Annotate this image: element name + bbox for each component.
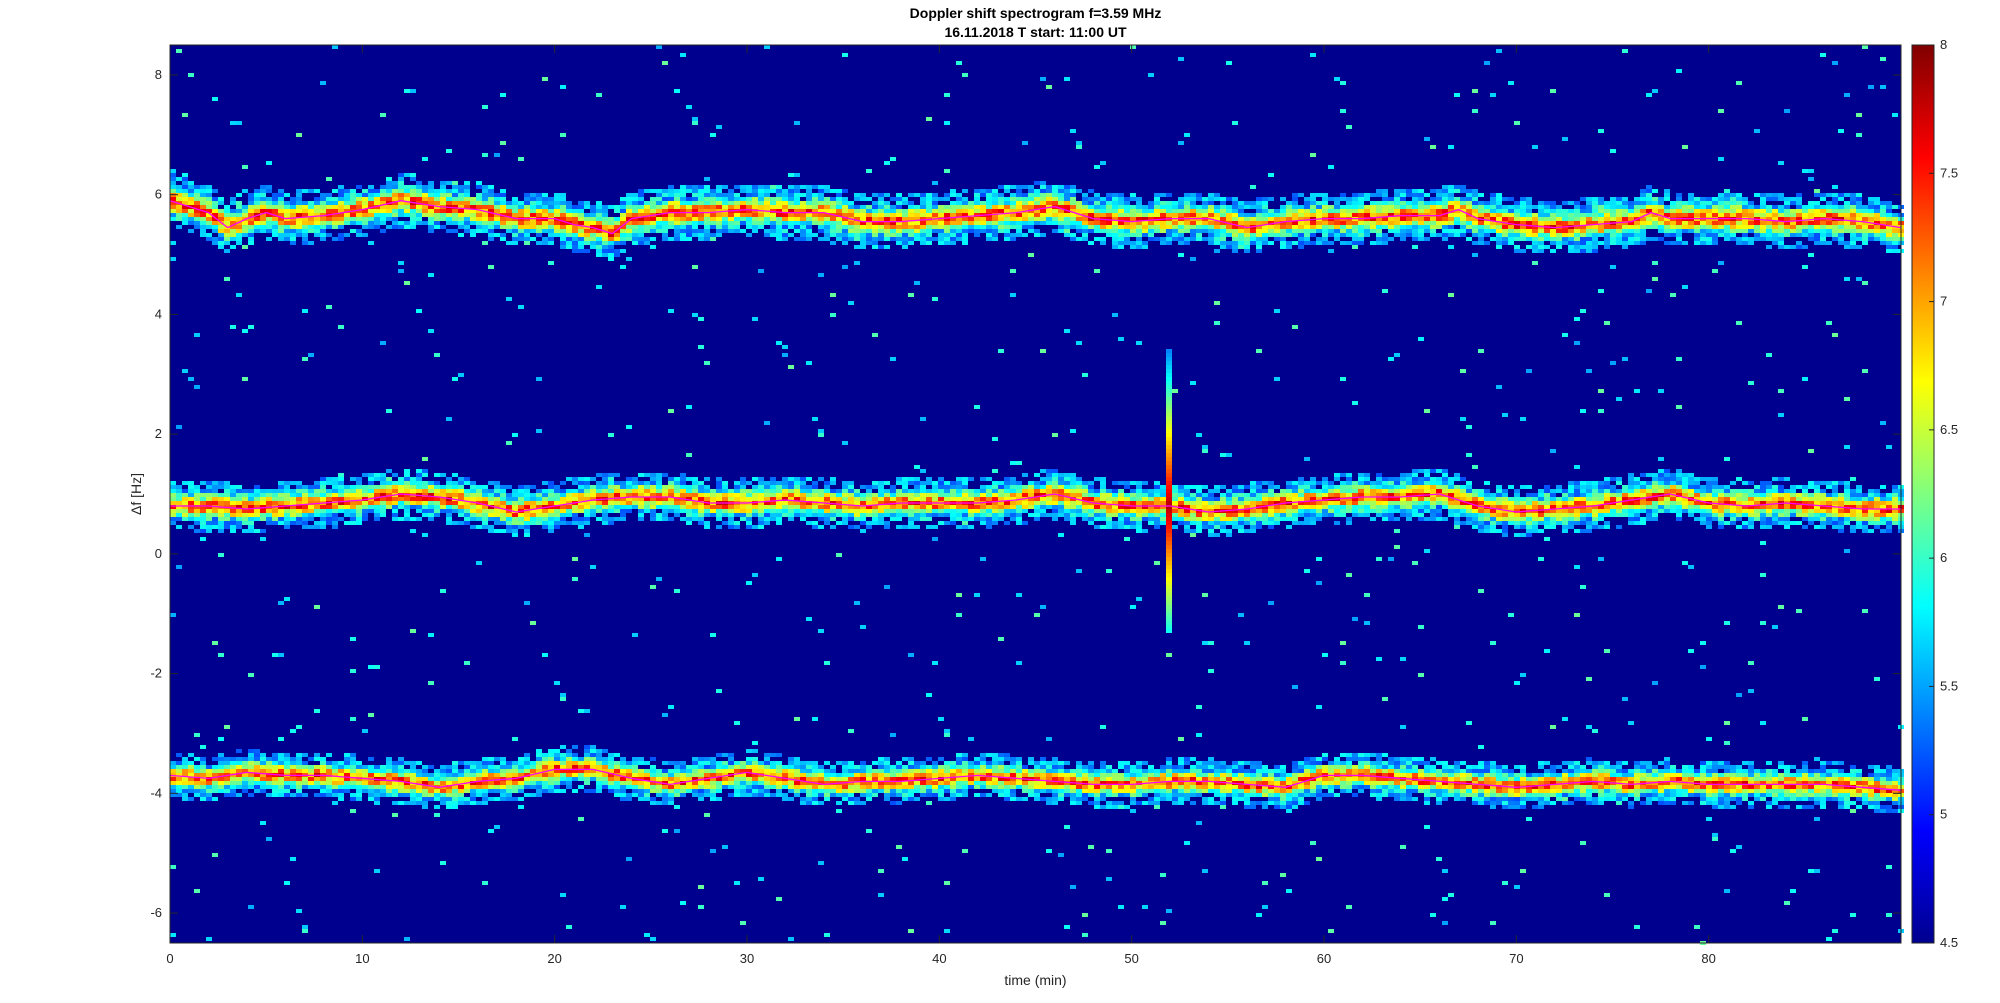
x-axis-label: time (min): [1004, 972, 1066, 988]
colorbar-tick-label: 5: [1940, 807, 1947, 822]
y-tick-label: 6: [155, 187, 162, 202]
y-tick-label: -2: [150, 666, 162, 681]
y-axis: -6 -4 -2 0 2 4 6 8: [150, 67, 1901, 920]
x-tick-label: 50: [1124, 951, 1138, 966]
y-tick-label: 4: [155, 306, 162, 321]
colorbar-ticks: 4.5 5 5.5 6 6.5 7 7.5 8: [1929, 37, 1958, 950]
colorbar-tick-label: 7: [1940, 294, 1947, 309]
chart-subtitle: 16.11.2018 T start: 11:00 UT: [944, 24, 1127, 40]
trace-line-2: [170, 493, 1901, 513]
colorbar: [1911, 44, 1935, 944]
x-tick-label: 70: [1509, 951, 1523, 966]
heatmap-layer: [170, 45, 1904, 945]
y-axis-label: Δf [Hz]: [128, 473, 144, 515]
colorbar-tick-label: 8: [1940, 37, 1947, 52]
colorbar-tick-label: 4.5: [1940, 935, 1958, 950]
colorbar-tick-label: 7.5: [1940, 165, 1958, 180]
trace-line-1: [169, 200, 1902, 235]
y-tick-label: 2: [155, 426, 162, 441]
x-tick-label: 0: [166, 951, 173, 966]
colorbar-tick-label: 6.5: [1940, 422, 1958, 437]
trace-line-3: [169, 768, 1902, 791]
colorbar-tick-label: 5.5: [1940, 678, 1958, 693]
x-tick-label: 80: [1701, 951, 1715, 966]
y-tick-label: 0: [155, 546, 162, 561]
x-tick-label: 60: [1317, 951, 1331, 966]
y-tick-label: 8: [155, 67, 162, 82]
x-tick-label: 40: [932, 951, 946, 966]
x-tick-label: 30: [740, 951, 754, 966]
y-tick-label: -4: [150, 785, 162, 800]
y-tick-label: -6: [150, 905, 162, 920]
x-axis: 0 10 20 30 40 50 60 70 80: [166, 45, 1716, 966]
x-tick-label: 20: [547, 951, 561, 966]
plot-frame: [169, 44, 1902, 944]
colorbar-tick-label: 6: [1940, 550, 1947, 565]
chart-title: Doppler shift spectrogram f=3.59 MHz: [909, 5, 1162, 21]
traced-lines: [169, 200, 1902, 791]
x-tick-label: 10: [355, 951, 369, 966]
